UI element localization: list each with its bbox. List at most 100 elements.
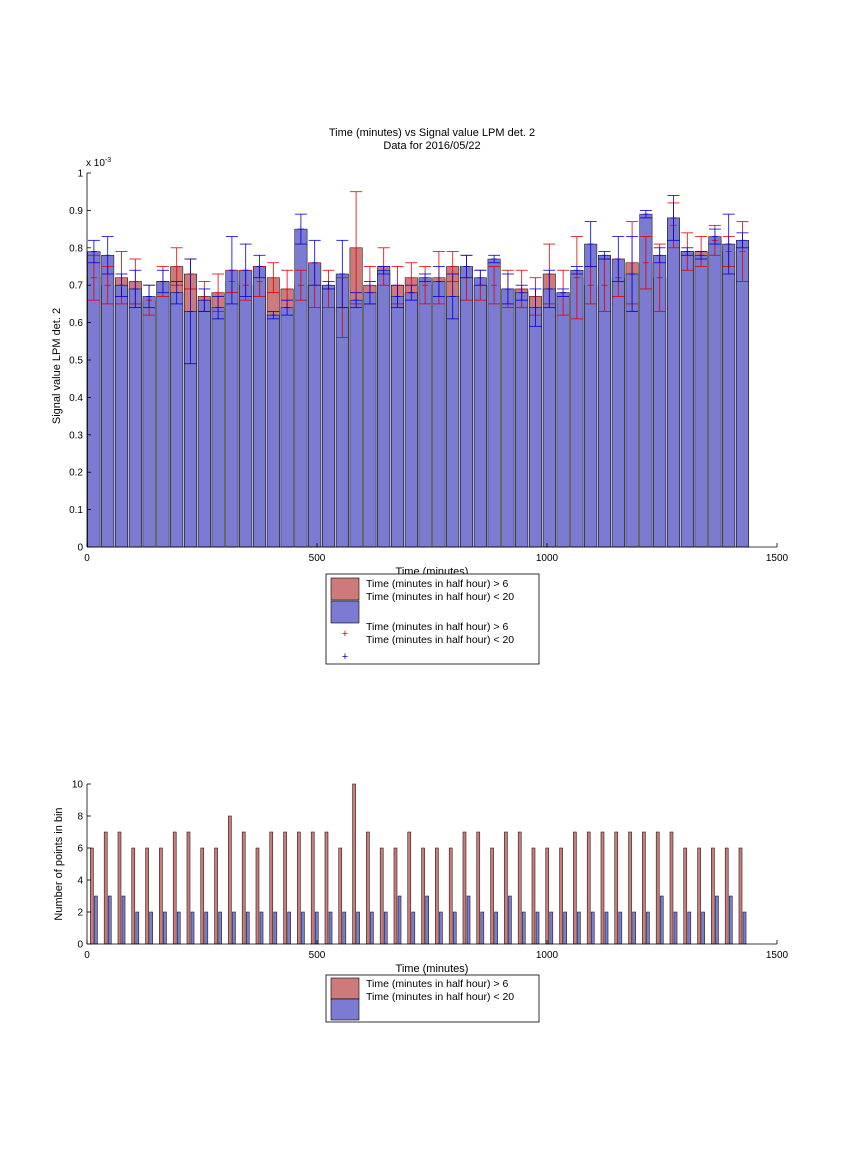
chart2-bar-blue xyxy=(301,911,305,945)
chart2-bar-blue xyxy=(121,895,126,945)
chart1-bar-blue xyxy=(404,292,418,548)
count-chart: 0 2 4 6 8 10 0 500 1000 1500 Time (minutes) Numb… xyxy=(53,780,789,1023)
chart2-bars xyxy=(90,783,747,945)
chart2-bar-blue xyxy=(728,895,733,945)
chart1-bar-blue xyxy=(736,240,749,548)
chart2-bar-red xyxy=(228,815,232,945)
chart2-bar-red xyxy=(614,831,619,945)
chart1-bar-blue xyxy=(542,288,556,548)
chart2-bar-blue xyxy=(356,911,360,945)
chart2-bar-red xyxy=(628,831,632,945)
chart1-series-blue-bars xyxy=(87,213,749,548)
chart1-x-ticks: 0 500 1000 1500 xyxy=(84,543,789,564)
chart1-legend-swatch-blue xyxy=(330,600,360,624)
chart1-exponent-power: -3 xyxy=(105,157,111,164)
chart2-bar-blue xyxy=(163,911,167,945)
chart2-bar-blue xyxy=(646,911,650,945)
chart2-bar-red xyxy=(145,847,149,945)
chart1-legend-entry-3-line2: Time (minutes in half hour) < 20 xyxy=(366,634,514,646)
chart2-bar-blue xyxy=(563,911,567,945)
chart2-bar-red xyxy=(131,847,136,945)
chart1-legend-marker-red: + xyxy=(342,628,348,640)
chart1-y-tick-label: 0.2 xyxy=(69,468,83,479)
chart1-bar-blue xyxy=(363,292,377,548)
chart1-exponent-base: x 10 xyxy=(86,158,105,169)
chart2-x-ticks: 0 500 1000 1500 xyxy=(84,940,789,961)
chart1-bar-blue xyxy=(266,314,280,548)
chart2-bar-red xyxy=(269,831,274,945)
chart1-y-ticks: 0 0.1 0.2 0.3 0.4 0.5 0.6 0.7 0.8 0.9 1 xyxy=(69,169,91,554)
chart1-bar-blue xyxy=(280,307,294,548)
chart2-bar-red xyxy=(697,847,701,945)
chart1-y-tick-label: 0.5 xyxy=(69,356,83,367)
chart2-bar-red xyxy=(366,831,370,945)
chart1-bar-blue xyxy=(694,255,708,548)
chart1-x-tick-label: 0 xyxy=(84,553,90,564)
chart1-bar-blue xyxy=(170,292,184,548)
chart2-xlabel: Time (minutes) xyxy=(396,963,469,975)
chart2-bar-red xyxy=(559,847,563,945)
chart2-bar-red xyxy=(573,831,577,945)
chart2-bar-blue xyxy=(715,895,719,945)
chart2-bar-blue xyxy=(245,911,250,945)
chart2-bar-red xyxy=(738,847,743,945)
chart1-ylabel: Signal value LPM det. 2 xyxy=(51,308,63,424)
chart1-bar-blue xyxy=(667,217,680,548)
chart1-series-blue-errorbars xyxy=(87,195,749,365)
chart1-bar-blue xyxy=(115,284,128,548)
chart2-bar-blue xyxy=(508,895,512,945)
chart1-bar-blue xyxy=(432,281,446,548)
chart1-legend-marker-blue: + xyxy=(342,651,348,663)
chart2-bar-red xyxy=(352,783,356,945)
chart1-bar-blue xyxy=(391,296,404,548)
chart2-bar-blue xyxy=(135,911,140,945)
chart2-bar-red xyxy=(283,831,287,945)
chart1-bar-blue xyxy=(142,296,156,548)
chart2-bar-red xyxy=(241,831,246,945)
chart2-bar-blue xyxy=(273,911,278,945)
chart2-y-tick-label: 4 xyxy=(77,876,83,887)
chart2-bar-red xyxy=(90,847,94,945)
chart2-bar-red xyxy=(669,831,674,945)
chart2-legend-swatch-blue xyxy=(330,998,360,1021)
chart1-bar-blue xyxy=(446,296,460,548)
chart2-bar-blue xyxy=(439,911,443,945)
chart1-bar-blue xyxy=(418,277,432,548)
chart2-bar-red xyxy=(462,831,467,945)
chart2-bar-blue xyxy=(176,911,181,945)
chart2-bar-blue xyxy=(673,911,678,945)
chart1-y-tick-label: 0.4 xyxy=(69,393,83,404)
chart2-bar-blue xyxy=(521,911,526,945)
chart2-bar-blue xyxy=(342,911,347,945)
chart2-bar-red xyxy=(338,847,343,945)
chart1-y-tick-label: 0.7 xyxy=(69,281,83,292)
chart1-bar-blue xyxy=(225,269,239,548)
chart2-bar-red xyxy=(545,847,550,945)
chart1-x-tick-label: 1500 xyxy=(766,553,789,564)
chart2-bar-red xyxy=(310,831,315,945)
chart2-bar-red xyxy=(655,831,660,945)
chart2-bar-blue xyxy=(632,911,636,945)
chart2-bar-blue xyxy=(742,911,747,945)
signal-chart: Time (minutes) vs Signal value LPM det. … xyxy=(51,127,789,665)
chart2-bar-red xyxy=(448,847,453,945)
chart2-bar-red xyxy=(586,831,591,945)
chart1-y-tick-label: 0.9 xyxy=(69,206,83,217)
chart2-y-tick-label: 8 xyxy=(77,812,83,823)
chart2-bar-blue xyxy=(259,911,264,945)
chart2-y-tick-label: 10 xyxy=(72,780,84,791)
chart1-legend: Time (minutes in half hour) > 6 Time (min… xyxy=(325,573,540,665)
chart1-bar-blue xyxy=(529,307,542,548)
chart2-bar-blue xyxy=(149,911,153,945)
chart2-bar-blue xyxy=(232,911,236,945)
chart1-y-tick-label: 0.1 xyxy=(69,505,83,516)
chart2-bar-blue xyxy=(204,911,209,945)
chart2-bar-blue xyxy=(107,895,112,945)
chart1-x-tick-label: 1000 xyxy=(536,553,559,564)
chart1-bar-blue xyxy=(625,273,639,548)
chart2-bar-red xyxy=(172,831,177,945)
chart1-bar-blue xyxy=(128,288,142,548)
chart1-legend-swatch-red xyxy=(330,577,360,601)
chart1-title: Time (minutes) vs Signal value LPM det. … xyxy=(329,127,535,139)
